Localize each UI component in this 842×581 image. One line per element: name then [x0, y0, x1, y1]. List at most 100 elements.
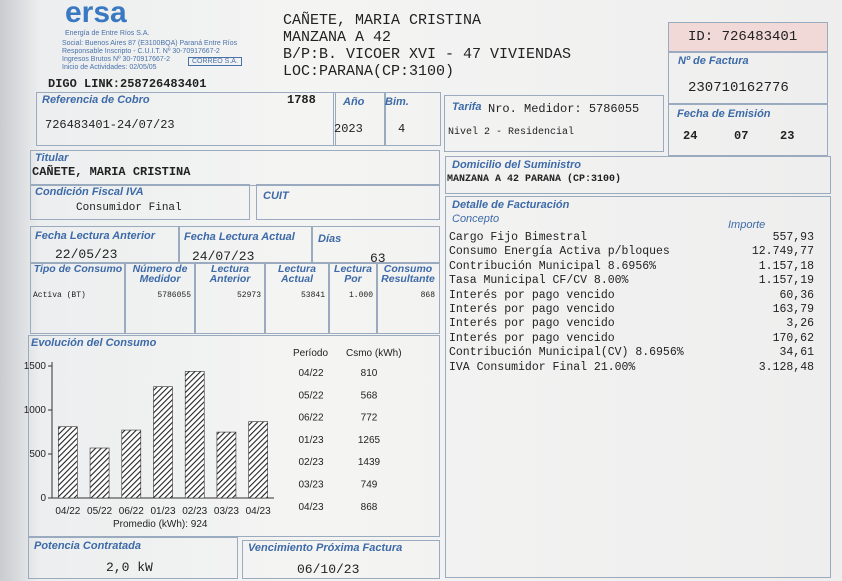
emision-month: 07 — [734, 129, 749, 143]
consumo: 868 — [361, 502, 378, 513]
label: Lectura Por — [334, 263, 372, 285]
period: 02/23 — [298, 457, 323, 468]
consumo: 810 — [361, 368, 378, 379]
customer-line: LOC:PARANA(CP:3100) — [283, 63, 455, 80]
label: Tipo de Consumo — [33, 263, 123, 275]
invoice-id: ID: 726483401 — [688, 29, 798, 45]
customer-line: B/P:B. VICOER XVI - 47 VIVIENDAS — [283, 46, 572, 63]
label: Fecha Lectura Anterior — [35, 230, 156, 242]
label: CUIT — [263, 190, 289, 202]
label: Referencia de Cobro — [42, 94, 150, 106]
box — [444, 95, 664, 152]
box — [30, 226, 180, 264]
period-header: Período — [293, 348, 328, 359]
vencimiento: 06/10/23 — [297, 562, 360, 577]
fecha-anterior: 22/05/23 — [55, 247, 118, 262]
inicio: Inicio de Actividades: 02/05/05 — [62, 64, 157, 71]
box — [256, 184, 440, 220]
reading-value: 5786055 — [157, 291, 191, 300]
year: 2023 — [334, 122, 363, 136]
value-header: Csmo (kWh) — [346, 348, 402, 359]
concepto: Cargo Fijo Bimestral — [449, 231, 588, 244]
label: Lectura Anterior — [209, 263, 251, 285]
box — [445, 196, 831, 578]
box — [30, 262, 126, 334]
chart-title: Evolución del Consumo — [31, 337, 157, 349]
importe: 3,26 — [786, 317, 814, 331]
box — [445, 156, 831, 194]
titular: CAÑETE, MARIA CRISTINA — [32, 165, 191, 179]
box — [194, 262, 266, 334]
bar — [121, 429, 142, 499]
x-tick-label: 06/22 — [119, 506, 144, 517]
x-tick-label: 03/23 — [214, 506, 239, 517]
bar — [58, 426, 78, 499]
consumo: 1265 — [358, 435, 381, 446]
link-code: DIGO LINK:258726483401 — [48, 77, 207, 91]
bar — [89, 447, 110, 499]
period: 05/22 — [298, 390, 323, 401]
label: Importe — [728, 219, 766, 231]
reading-value: Activa (BT) — [33, 291, 86, 300]
box — [28, 537, 238, 579]
period: 01/23 — [298, 435, 323, 446]
importe: 12.749,77 — [751, 245, 814, 259]
y-tick-label: 500 — [29, 449, 46, 460]
label: Fecha de Emisión — [677, 108, 771, 120]
importe: 163,79 — [772, 303, 814, 316]
x-tick-label: 05/22 — [87, 506, 112, 517]
y-tick-label: 1000 — [24, 405, 47, 416]
reading-value: 53841 — [300, 291, 325, 300]
medidor: Nro. Medidor: 5786055 — [488, 102, 640, 116]
box — [668, 52, 828, 104]
box — [385, 92, 441, 146]
company: Energía de Entre Ríos S.A. — [65, 30, 150, 37]
label: Días — [318, 233, 342, 245]
label: Domicilio del Suministro — [452, 159, 581, 171]
label: Fecha Lectura Actual — [184, 231, 295, 243]
potencia: 2,0 kW — [106, 560, 153, 575]
reading-value: 52973 — [236, 291, 261, 300]
consumo: 772 — [361, 413, 378, 424]
label: Año — [343, 96, 365, 108]
bim: 4 — [398, 122, 406, 136]
bar — [216, 431, 237, 499]
box — [28, 335, 440, 537]
concepto: Contribución Municipal(CV) 8.6956% — [449, 346, 684, 360]
label: Tarifa — [452, 101, 482, 113]
x-tick-label: 04/23 — [246, 506, 271, 517]
period: 04/23 — [298, 502, 323, 513]
label: Número de Medidor — [132, 263, 188, 285]
x-tick-label: 01/23 — [150, 506, 175, 517]
importe: 1.157,19 — [758, 274, 814, 288]
nivel: Nivel 2 - Residencial — [448, 127, 575, 138]
customer-line: MANZANA A 42 — [283, 29, 392, 46]
average: Promedio (kWh): 924 — [113, 519, 208, 530]
period: 03/23 — [298, 480, 323, 491]
reading-value: 868 — [420, 291, 435, 300]
y-tick-label: 0 — [40, 493, 46, 504]
concepto: Interés por pago vencido — [449, 303, 615, 316]
label: Potencia Contratada — [34, 540, 141, 552]
x-tick-label: 04/22 — [55, 506, 80, 517]
reading-value: 1.000 — [348, 291, 373, 300]
consumo: 568 — [361, 390, 378, 401]
label: Bim. — [385, 96, 409, 108]
importe: 557,93 — [772, 231, 814, 244]
cuit: Responsable Inscripto - C.U.I.T. Nº 30-7… — [62, 48, 220, 55]
consumo: 749 — [361, 480, 378, 491]
concepto: IVA Consumidor Final 21.00% — [449, 360, 636, 374]
bar — [248, 421, 268, 499]
correo: CORREO S.A. — [188, 57, 242, 66]
box — [178, 226, 312, 264]
importe: 34,61 — [779, 346, 814, 360]
label: Nº de Factura — [678, 55, 749, 67]
invoice-number: 230710162776 — [688, 80, 789, 96]
box — [668, 104, 828, 156]
y-tick-label: 1500 — [24, 361, 47, 372]
box — [333, 92, 385, 146]
logo: ersa — [65, 0, 127, 29]
emision-year: 23 — [780, 129, 795, 143]
